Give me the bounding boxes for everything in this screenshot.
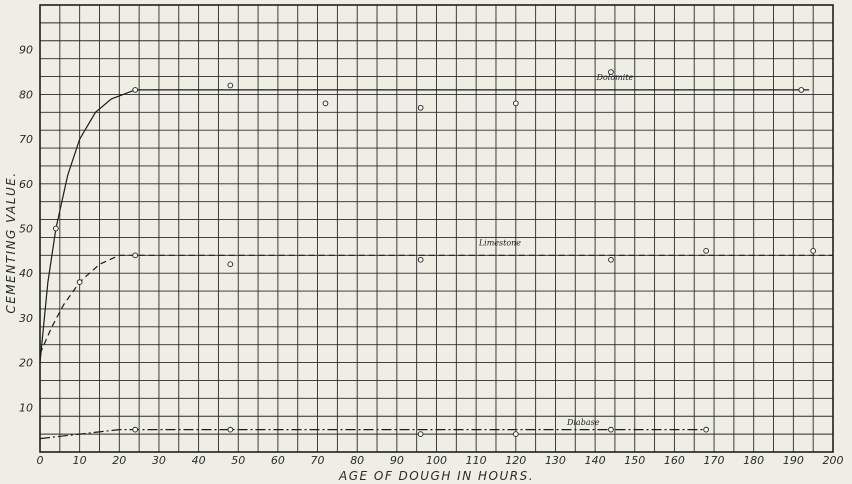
data-point-dolomite [608,69,614,75]
y-tick-label: 20 [19,357,33,370]
data-point-limestone [417,256,424,263]
x-tick-label: 60 [271,454,285,467]
x-tick-label: 30 [152,454,166,467]
y-tick-label: 90 [19,44,33,57]
x-tick-label: 180 [743,454,764,467]
data-point-limestone [76,279,83,285]
x-tick-label: 110 [466,454,487,467]
y-tick-label: 10 [19,401,33,414]
x-tick-label: 140 [585,454,606,467]
data-point-limestone [227,261,234,268]
y-axis-title: CEMENTING VALUE. [4,171,18,313]
x-tick-label: 160 [664,454,685,467]
x-axis-title: AGE OF DOUGH IN HOURS. [338,469,534,483]
data-point-dolomite [227,82,234,89]
y-axis-ticks: 10 20 30 40 50 60 70 80 90 [19,44,33,415]
data-point-limestone [132,252,139,259]
y-tick-label: 60 [19,178,33,191]
series-group: Dolomite Limestone Diabase [39,69,833,440]
x-tick-label: 80 [350,454,364,467]
data-point-dolomite [512,100,519,107]
grid [40,5,833,452]
data-point-dolomite [53,225,59,232]
data-point-dolomite [417,104,424,111]
data-point-diabase [227,426,234,433]
data-point-limestone [703,248,709,254]
x-tick-label: 120 [505,454,526,467]
data-point-diabase [512,431,519,437]
x-tick-label: 200 [823,454,844,467]
data-point-diabase [417,431,424,437]
x-tick-label: 150 [624,454,645,467]
series-line-dolomite [39,89,810,363]
x-tick-label: 70 [311,454,325,467]
series-diabase: Diabase [39,418,709,440]
data-point-diabase [703,426,709,433]
x-tick-label: 90 [390,454,404,467]
x-tick-label: 100 [426,454,447,467]
y-tick-label: 80 [19,88,33,101]
x-tick-label: 190 [783,454,804,467]
data-point-diabase [608,426,614,433]
plot-frame [39,4,834,453]
series-line-diabase [39,429,707,440]
y-tick-label: 30 [19,312,33,325]
series-label-dolomite: Dolomite [596,73,634,82]
series-limestone: Limestone [39,238,833,354]
data-point-dolomite [322,100,329,107]
x-tick-label: 40 [192,454,206,467]
x-tick-label: 10 [73,454,87,467]
data-point-dolomite [798,87,805,93]
data-point-diabase [132,426,139,433]
x-tick-label: 50 [231,454,245,467]
data-point-dolomite [132,87,139,93]
x-axis-ticks: 0 10 20 30 40 50 60 70 80 90 100 110 120 130 140 150 160… [37,454,844,467]
y-tick-label: 70 [19,133,33,146]
series-label-limestone: Limestone [478,238,521,247]
y-tick-label: 50 [19,223,33,236]
x-tick-label: 170 [704,454,725,467]
series-dolomite: Dolomite [39,69,810,363]
x-tick-label: 130 [545,454,566,467]
y-tick-label: 40 [19,267,33,280]
series-label-diabase: Diabase [566,418,600,427]
x-tick-label: 20 [112,454,126,467]
data-point-limestone [608,256,614,263]
data-point-limestone [810,248,817,254]
x-tick-label: 0 [37,454,44,467]
